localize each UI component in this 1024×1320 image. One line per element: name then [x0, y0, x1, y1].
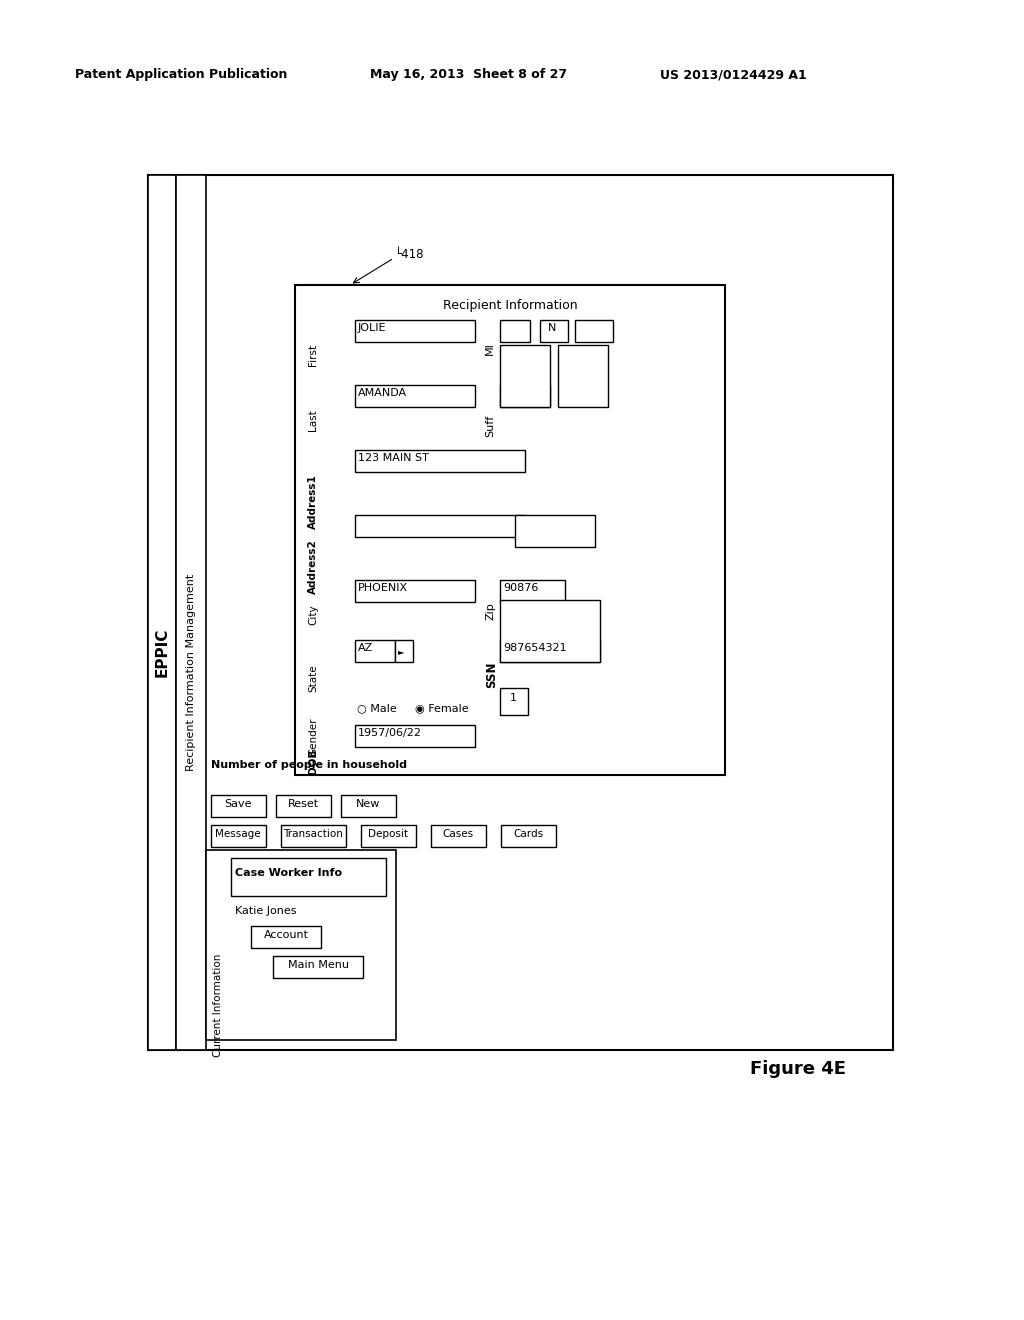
- Text: AMANDA: AMANDA: [358, 388, 408, 399]
- Text: ►: ►: [398, 648, 404, 656]
- Bar: [281, 825, 346, 847]
- Text: Figure 4E: Figure 4E: [750, 1060, 846, 1078]
- Bar: [540, 319, 568, 342]
- Bar: [148, 176, 893, 1049]
- Text: 123 MAIN ST: 123 MAIN ST: [358, 453, 429, 463]
- Bar: [355, 640, 395, 663]
- Text: Number of people in household: Number of people in household: [211, 760, 407, 770]
- Text: Katie Jones: Katie Jones: [234, 906, 297, 916]
- Bar: [500, 640, 600, 663]
- Bar: [500, 345, 550, 407]
- Text: US 2013/0124429 A1: US 2013/0124429 A1: [660, 69, 807, 81]
- Bar: [355, 725, 475, 747]
- Text: 90876: 90876: [503, 583, 539, 593]
- Text: Zip: Zip: [485, 602, 495, 620]
- Text: Current Information: Current Information: [213, 953, 223, 1057]
- Text: Address2: Address2: [308, 539, 318, 594]
- Bar: [361, 825, 416, 847]
- Bar: [515, 515, 595, 546]
- Text: State: State: [308, 664, 318, 692]
- Text: First: First: [308, 345, 318, 366]
- Bar: [176, 176, 206, 1049]
- Text: Reset: Reset: [288, 799, 318, 809]
- Bar: [501, 825, 556, 847]
- Bar: [148, 176, 176, 1049]
- Bar: [395, 640, 413, 663]
- Text: └418: └418: [395, 248, 425, 261]
- Text: MI: MI: [485, 342, 495, 355]
- Text: PHOENIX: PHOENIX: [358, 583, 409, 593]
- Bar: [206, 850, 396, 1040]
- Bar: [211, 825, 266, 847]
- Text: N: N: [548, 323, 556, 333]
- Bar: [211, 795, 266, 817]
- Text: Deposit: Deposit: [368, 829, 408, 840]
- Bar: [431, 825, 486, 847]
- Bar: [558, 345, 608, 407]
- Text: Recipient Information: Recipient Information: [442, 300, 578, 312]
- Text: SSN: SSN: [485, 663, 498, 689]
- Text: 987654321: 987654321: [503, 643, 566, 653]
- Bar: [355, 579, 475, 602]
- Text: Transaction: Transaction: [283, 829, 343, 840]
- Text: Patent Application Publication: Patent Application Publication: [75, 69, 288, 81]
- Text: Cards: Cards: [513, 829, 543, 840]
- Bar: [341, 795, 396, 817]
- Bar: [273, 956, 362, 978]
- Text: Case Worker Info: Case Worker Info: [234, 869, 342, 878]
- Text: EPPIC: EPPIC: [155, 627, 170, 677]
- Bar: [231, 858, 386, 896]
- Text: ○ Male: ○ Male: [357, 704, 396, 713]
- Bar: [500, 579, 565, 602]
- Bar: [575, 319, 613, 342]
- Text: Suff: Suff: [485, 414, 495, 437]
- Bar: [500, 688, 528, 715]
- Text: Gender: Gender: [308, 717, 318, 755]
- Text: Message: Message: [215, 829, 261, 840]
- Text: Last: Last: [308, 409, 318, 430]
- Bar: [295, 285, 725, 775]
- Text: City: City: [308, 605, 318, 624]
- Bar: [251, 927, 321, 948]
- Bar: [500, 601, 600, 663]
- Text: JOLIE: JOLIE: [358, 323, 386, 333]
- Bar: [500, 385, 550, 407]
- Text: ◉ Female: ◉ Female: [415, 704, 469, 713]
- Text: Cases: Cases: [442, 829, 473, 840]
- Text: New: New: [355, 799, 380, 809]
- Text: 1957/06/22: 1957/06/22: [358, 729, 422, 738]
- Text: Main Menu: Main Menu: [288, 960, 348, 970]
- Bar: [355, 319, 475, 342]
- Bar: [355, 515, 525, 537]
- Text: DOB: DOB: [308, 748, 318, 775]
- Bar: [276, 795, 331, 817]
- Text: 1: 1: [510, 693, 517, 704]
- Bar: [500, 319, 530, 342]
- Text: Account: Account: [263, 931, 308, 940]
- Text: Address1: Address1: [308, 474, 318, 529]
- Text: Recipient Information Management: Recipient Information Management: [186, 573, 196, 771]
- Bar: [355, 385, 475, 407]
- Bar: [355, 450, 525, 473]
- Text: AZ: AZ: [358, 643, 374, 653]
- Text: Save: Save: [224, 799, 252, 809]
- Text: May 16, 2013  Sheet 8 of 27: May 16, 2013 Sheet 8 of 27: [370, 69, 567, 81]
